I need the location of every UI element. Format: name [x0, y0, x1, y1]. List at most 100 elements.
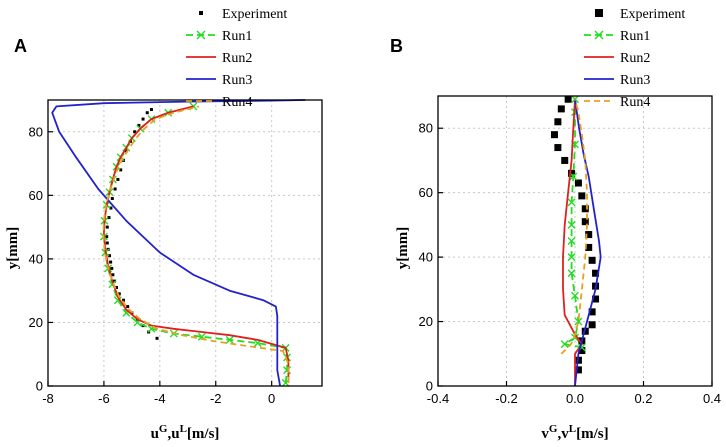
legend-entry-experiment-swatch — [199, 11, 203, 15]
series-experiment-point — [110, 266, 114, 270]
series-experiment-point — [574, 366, 582, 374]
x-axis-label: uG,uL[m/s] — [151, 423, 220, 442]
x-axis-label-mid: ,u — [167, 426, 179, 442]
series-run1-marker — [567, 269, 576, 278]
legend-entry-run1-marker — [196, 30, 206, 40]
legend-entry-experiment-label: Experiment — [222, 7, 287, 22]
y-axis-label: y[mm] — [395, 227, 411, 269]
x-tick-label: 0.0 — [566, 391, 584, 406]
plot-frame — [47, 99, 323, 387]
series-run1-marker — [571, 291, 579, 300]
x-axis-label-sup: G — [549, 423, 558, 435]
series-experiment-point — [105, 225, 109, 229]
x-axis-label-base: v — [541, 426, 549, 442]
panel-label: A — [14, 36, 27, 56]
series-experiment-point — [550, 131, 558, 139]
series-experiment-point — [557, 105, 565, 113]
panel-label: B — [390, 36, 403, 56]
chart-panel-B: -0.4 -0.2 0.0 0.2 0.4 0 20 40 60 80 y[mm] vG,vL[m/s… — [390, 7, 721, 442]
y-tick-label: 60 — [29, 188, 43, 203]
series-experiment-point — [581, 218, 589, 226]
series-experiment-point — [141, 117, 145, 121]
legend: Experiment Run1 Run2 Run3 Run4 — [584, 7, 685, 110]
series-experiment-point — [145, 111, 149, 115]
legend: Experiment Run1 Run2 Run3 Run4 — [186, 7, 287, 110]
series-run2-line — [103, 105, 290, 383]
x-tick-label: 0.4 — [703, 391, 721, 406]
series-run1-marker — [225, 335, 234, 344]
y-tick-label: 60 — [419, 185, 433, 200]
series-experiment-point — [119, 168, 123, 172]
series-experiment-point — [137, 123, 141, 127]
series-run3-line — [574, 99, 602, 387]
y-tick-label: 0 — [426, 379, 433, 394]
series-run1-marker — [567, 198, 576, 207]
series-experiment-point — [108, 254, 112, 258]
legend-entry-run4-label: Run4 — [222, 95, 252, 110]
series-experiment-point — [111, 273, 115, 277]
y-tick-label: 0 — [36, 379, 43, 394]
x-tick-label: -2 — [210, 391, 222, 406]
x-tick-label: -6 — [98, 391, 110, 406]
legend-entry-experiment-swatch — [595, 9, 603, 17]
x-axis-label: vG,vL[m/s] — [541, 423, 608, 442]
series-experiment-point — [588, 321, 596, 329]
legend-entry-run4-label: Run4 — [620, 95, 650, 110]
series-experiment-point — [581, 205, 589, 213]
plot-area — [51, 99, 306, 387]
y-tick-label: 40 — [419, 250, 433, 265]
series-experiment-point — [109, 206, 113, 210]
legend-entry-experiment-label: Experiment — [620, 7, 685, 22]
legend-entry-run3-label: Run3 — [222, 73, 252, 88]
y-axis-label: y[mm] — [5, 227, 21, 269]
series-experiment-point — [564, 95, 572, 103]
y-tick-label: 20 — [419, 314, 433, 329]
plot-area — [550, 95, 602, 387]
x-tick-label: -8 — [42, 391, 54, 406]
y-tick-label: 80 — [29, 124, 43, 139]
series-run1-marker — [574, 317, 583, 326]
y-tick-label: 20 — [29, 315, 43, 330]
series-run3-line — [51, 99, 306, 387]
series-experiment-point — [574, 179, 582, 187]
series-experiment-point — [578, 192, 586, 200]
series-experiment-point — [155, 336, 159, 340]
series-run1-marker — [567, 253, 576, 262]
series-experiment-point — [592, 269, 600, 277]
series-experiment-point — [121, 298, 125, 302]
series-experiment-point — [149, 108, 153, 112]
legend-entry-run1-marker — [594, 30, 604, 40]
series-experiment-point — [133, 130, 137, 134]
series-experiment-point — [117, 292, 121, 296]
legend-entry-run1-label: Run1 — [222, 29, 252, 44]
y-tick-label: 80 — [419, 121, 433, 136]
y-tick-label: 40 — [29, 251, 43, 266]
series-experiment-point — [105, 235, 109, 239]
x-axis-label-base: u — [151, 426, 159, 442]
legend-entry-run1-label: Run1 — [620, 29, 650, 44]
chart-panel-A: -8 -6 -4 -2 0 0 20 40 60 80 y[mm] uG,uL[m/s] A Experi… — [5, 7, 323, 442]
legend-entry-run2-label: Run2 — [620, 51, 650, 66]
x-tick-label: 0 — [268, 391, 275, 406]
x-axis-label-sup: L — [180, 423, 187, 435]
series-experiment-point — [109, 260, 113, 264]
x-tick-label: -0.4 — [427, 391, 449, 406]
series-experiment-point — [578, 347, 586, 355]
series-experiment-point — [585, 243, 593, 251]
series-run1-marker — [283, 366, 292, 375]
series-experiment-point — [105, 241, 109, 245]
series-experiment-point — [588, 308, 596, 316]
x-axis-label-sup: L — [569, 423, 576, 435]
series-run1-marker — [567, 237, 576, 245]
x-tick-label: -0.2 — [495, 391, 517, 406]
series-run1-marker — [567, 220, 576, 229]
series-experiment-point — [124, 149, 128, 153]
series-experiment-point — [585, 231, 593, 239]
series-experiment-point — [592, 295, 600, 303]
series-run1-marker — [113, 296, 122, 305]
x-tick-label: 0.2 — [634, 391, 652, 406]
series-experiment-point — [554, 118, 562, 126]
series-experiment-point — [113, 187, 117, 191]
x-axis-label-mid: ,v — [557, 426, 569, 442]
